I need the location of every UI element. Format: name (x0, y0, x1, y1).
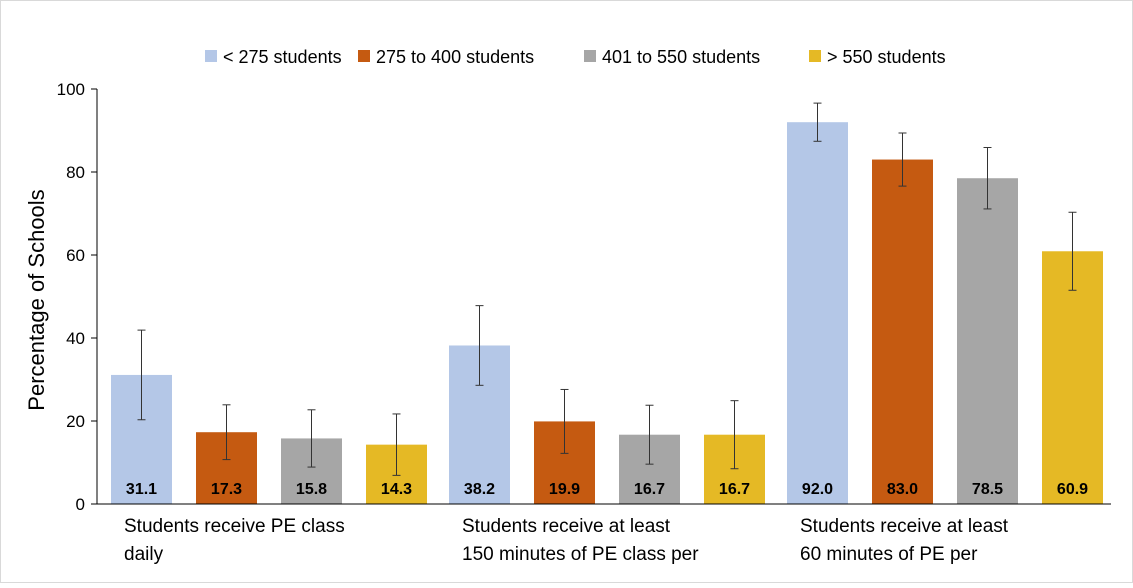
y-axis: 0 20 40 60 80 100 (57, 80, 98, 514)
data-label: 16.7 (719, 481, 750, 498)
bar-group-2: 38.2 19.9 16.7 16.7 (449, 305, 765, 504)
category-label-line: Students receive at least (800, 516, 1009, 537)
data-label: 16.7 (634, 481, 665, 498)
data-label: 92.0 (802, 481, 833, 498)
y-tick-label: 40 (66, 329, 85, 348)
legend-label: < 275 students (223, 47, 342, 67)
bars: 31.1 17.3 15.8 14.3 38.2 19.9 16.7 16.7 92.0 83.0… (111, 102, 1103, 505)
legend-item: > 550 students (809, 47, 946, 67)
legend: < 275 students 275 to 400 students 401 to … (205, 47, 946, 67)
bar (1042, 251, 1103, 504)
legend-label: 275 to 400 students (376, 47, 534, 67)
data-label: 31.1 (126, 481, 157, 498)
legend-item: 401 to 550 students (584, 47, 760, 67)
y-tick-label: 60 (66, 246, 85, 265)
bar-group-1: 31.1 17.3 15.8 14.3 (111, 329, 427, 504)
bar-group-3: 92.0 83.0 78.5 60.9 (787, 102, 1103, 505)
y-tick-label: 20 (66, 412, 85, 431)
category-label-line: 150 minutes of PE class per (462, 544, 699, 565)
category-label: Students receive PE class daily (124, 516, 345, 565)
legend-item: 275 to 400 students (358, 47, 534, 67)
category-label: Students receive at least 60 minutes of P… (800, 516, 1009, 565)
category-label-line: daily (124, 544, 164, 565)
data-label: 78.5 (972, 481, 1003, 498)
legend-label: 401 to 550 students (602, 47, 760, 67)
legend-swatch (205, 50, 217, 62)
y-tick-label: 0 (76, 495, 85, 514)
data-label: 17.3 (211, 481, 242, 498)
y-tick-label: 100 (57, 80, 85, 99)
bar (872, 159, 933, 505)
legend-swatch (584, 50, 596, 62)
data-label: 14.3 (381, 481, 412, 498)
bar (787, 122, 848, 504)
data-label: 15.8 (296, 481, 327, 498)
data-label: 60.9 (1057, 481, 1088, 498)
legend-item: < 275 students (205, 47, 342, 67)
category-label: Students receive at least 150 minutes of … (462, 516, 699, 565)
legend-swatch (358, 50, 370, 62)
legend-swatch (809, 50, 821, 62)
data-label: 19.9 (549, 481, 580, 498)
y-axis-label: Percentage of Schools (24, 189, 49, 410)
data-label: 38.2 (464, 481, 495, 498)
bar (957, 178, 1018, 504)
y-tick-label: 80 (66, 163, 85, 182)
category-label-line: Students receive PE class (124, 516, 345, 537)
category-label-line: Students receive at least (462, 516, 671, 537)
category-label-line: 60 minutes of PE per (800, 544, 978, 565)
legend-label: > 550 students (827, 47, 946, 67)
data-label: 83.0 (887, 481, 918, 498)
